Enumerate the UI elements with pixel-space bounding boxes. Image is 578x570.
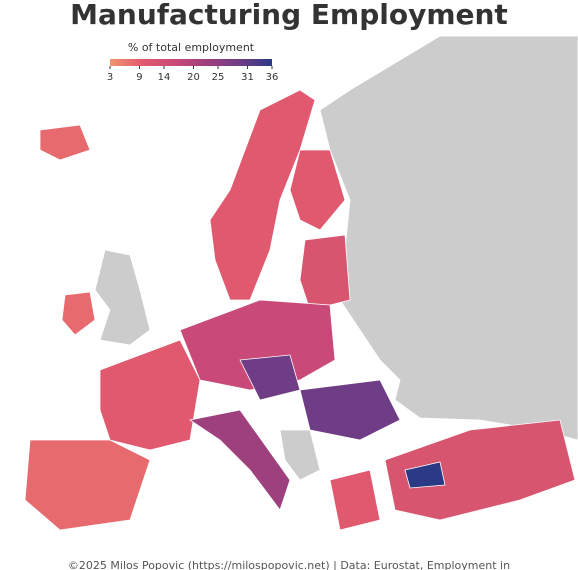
legend-title: % of total employment: [128, 41, 255, 54]
gray-land-east: [319, 35, 578, 441]
region-czechia: [239, 354, 301, 401]
region-central: [179, 299, 336, 391]
legend-tick-label: 20: [187, 72, 200, 83]
region-france: [99, 339, 201, 451]
legend-tick-label: 25: [212, 72, 225, 83]
region-scandinavia: [209, 89, 316, 301]
gray-land-balkans: [279, 429, 321, 481]
region-romania-hungary: [299, 379, 401, 441]
region-iceland: [39, 124, 91, 161]
region-ireland: [61, 291, 96, 336]
legend-colorbar: [110, 59, 272, 66]
region-turkey: [384, 419, 576, 521]
region-finland: [289, 149, 346, 231]
region-greece: [329, 469, 381, 531]
region-turkey-west: [404, 461, 446, 489]
legend-tick-label: 3: [107, 72, 113, 83]
gray-land-uk: [94, 249, 151, 346]
legend-tick-label: 36: [266, 72, 279, 83]
title: Manufacturing Employment: [70, 0, 508, 31]
region-iberia: [24, 439, 151, 531]
legend-tick-label: 9: [136, 72, 142, 83]
legend: % of total employment 3 9 14 20 25 31 36: [107, 41, 279, 83]
caption: ©2025 Milos Popovic (https://milospopovi…: [68, 559, 510, 570]
basemap: [24, 35, 578, 531]
region-italy: [188, 409, 291, 511]
region-baltics: [299, 234, 351, 311]
legend-tick-label: 14: [158, 72, 171, 83]
legend-tick-label: 31: [241, 72, 254, 83]
